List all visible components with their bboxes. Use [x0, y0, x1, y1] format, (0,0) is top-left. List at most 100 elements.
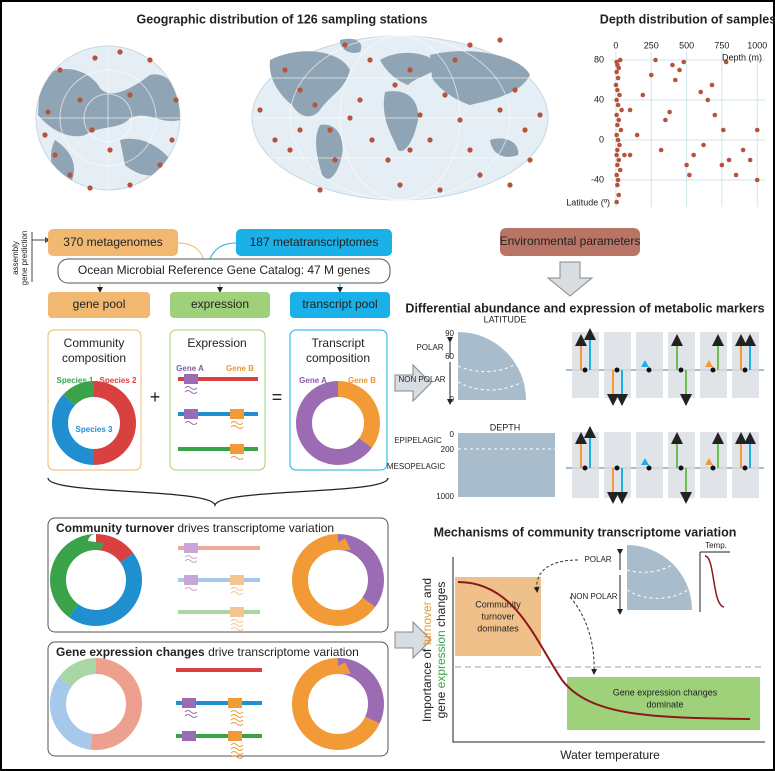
station: [357, 97, 363, 103]
box-label: gene pool: [73, 297, 126, 311]
point: [754, 127, 760, 133]
point: [721, 127, 726, 133]
y-axis-label: gene expression changes: [434, 582, 448, 719]
marker-dot: [710, 465, 716, 471]
marker-dot: [710, 367, 716, 373]
station: [257, 107, 263, 113]
y-label-part: gene: [434, 688, 448, 718]
metatranscriptomes-box: [236, 229, 392, 256]
donut-segment: [296, 381, 380, 465]
station: [107, 147, 113, 153]
transcript-pool-box: [290, 292, 390, 318]
box-label: transcript pool: [302, 297, 377, 311]
region-label: turnover: [481, 611, 514, 621]
point: [726, 157, 732, 163]
point: [709, 82, 715, 88]
station: [57, 67, 63, 73]
point: [615, 102, 621, 108]
marker-dot: [646, 465, 652, 471]
gene-a: [184, 374, 198, 384]
point: [614, 97, 619, 103]
illustrations: [50, 328, 764, 759]
species-label: Species 1: [57, 376, 94, 385]
transcript: [230, 747, 244, 751]
expression-region: [567, 677, 760, 730]
point: [648, 72, 654, 78]
box-label: 187 metatranscriptomes: [250, 235, 379, 249]
transcript: [230, 755, 244, 759]
transcript: [230, 722, 244, 726]
tick-label: 90: [445, 329, 454, 338]
side-note: assembly: [11, 241, 20, 275]
transcript: [230, 456, 244, 460]
station: [367, 57, 373, 63]
y-label-part: Importance of: [420, 645, 434, 722]
panel-title: composition: [62, 351, 126, 365]
station: [437, 187, 443, 193]
point: [617, 142, 622, 148]
g: [252, 35, 548, 201]
path: [383, 91, 419, 151]
point: [615, 137, 621, 143]
station: [407, 147, 413, 153]
station: [327, 127, 333, 133]
marker-tri: [705, 458, 713, 465]
process-arrow: [394, 620, 432, 660]
transcript: [184, 390, 198, 394]
y-label-part: and: [420, 578, 434, 601]
point: [618, 127, 624, 133]
station-dots: [42, 37, 543, 193]
point: [640, 92, 646, 98]
marker-dot: [646, 367, 652, 373]
point: [684, 162, 689, 168]
region-label: Gene expression changes: [613, 687, 718, 697]
station: [457, 117, 463, 123]
marker-tri: [641, 458, 649, 465]
dashed-line: [457, 381, 523, 391]
point: [614, 199, 619, 205]
catalog-box: [57, 258, 391, 284]
box-label: 370 metagenomes: [63, 235, 162, 249]
point: [653, 57, 658, 63]
donut-segment: [292, 534, 384, 626]
point: [616, 192, 622, 198]
y-tick-label: -40: [591, 174, 604, 184]
axes: [452, 557, 765, 743]
station: [67, 172, 73, 178]
zone-label: POLAR: [416, 343, 443, 352]
station: [527, 157, 533, 163]
point: [614, 69, 619, 75]
point: [740, 147, 746, 153]
station: [397, 182, 403, 188]
point: [614, 172, 619, 178]
station: [467, 42, 473, 48]
transcript: [184, 555, 198, 559]
point: [622, 152, 627, 158]
panel: [169, 329, 266, 471]
station: [392, 82, 398, 88]
station: [342, 42, 348, 48]
inset-curve: [704, 555, 725, 608]
equals: =: [272, 387, 283, 407]
transcript: [230, 718, 244, 722]
gene-b: [230, 409, 244, 419]
brace: [47, 477, 389, 508]
gene-b: [228, 731, 242, 741]
marker-box: [572, 432, 599, 498]
dashed-line: [457, 361, 521, 373]
point: [614, 112, 619, 118]
station: [45, 109, 51, 115]
donut-segment: [52, 381, 136, 465]
x-tick-label: 750: [714, 40, 729, 50]
gene-label: Gene A: [176, 364, 204, 373]
station: [92, 55, 98, 61]
transcript: [230, 425, 244, 429]
donut-segment: [50, 534, 142, 626]
tick-label: 1000: [436, 492, 454, 501]
marker-dot: [742, 465, 748, 471]
point: [617, 167, 623, 173]
turnover-region: [455, 577, 541, 656]
path: [38, 69, 180, 137]
